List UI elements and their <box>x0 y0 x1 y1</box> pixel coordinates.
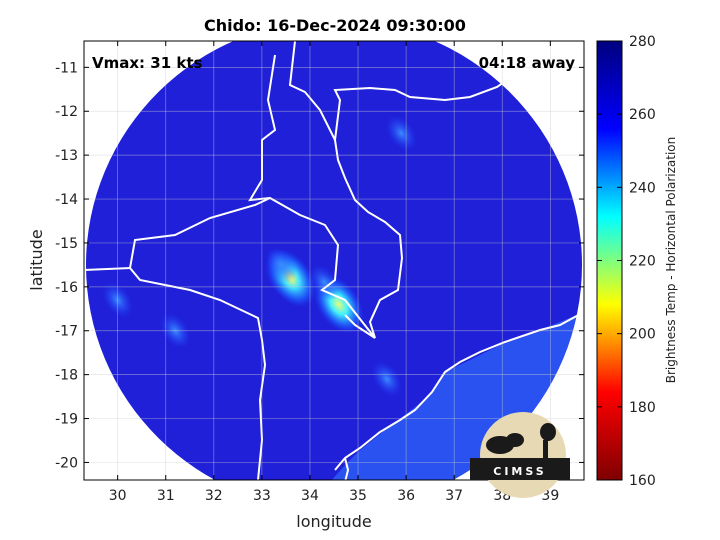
y-ticks: -11 -12 -13 -14 -15 -16 -17 -18 -19 -20 <box>55 60 584 471</box>
x-tick-label: 35 <box>349 488 367 504</box>
y-tick-label: -12 <box>55 104 78 120</box>
x-tick-label: 30 <box>109 488 127 504</box>
logo-text: CIMSS <box>493 465 546 478</box>
y-tick-label: -16 <box>55 280 78 296</box>
x-axis-label: longitude <box>296 512 371 531</box>
colorbar-tick-label: 280 <box>629 34 656 50</box>
colorbar-tick-label: 200 <box>629 327 656 343</box>
colorbar-ticks: 280 260 240 220 200 180 160 <box>597 34 656 489</box>
grid <box>84 41 584 480</box>
x-tick-label: 33 <box>253 488 271 504</box>
x-tick-label: 37 <box>445 488 463 504</box>
border-line-7 <box>84 120 106 176</box>
y-tick-label: -13 <box>55 148 78 164</box>
y-tick-label: -20 <box>55 455 78 471</box>
coastline <box>334 311 584 471</box>
border-line-6 <box>344 457 350 480</box>
convective-cell <box>371 361 403 397</box>
y-tick-label: -14 <box>55 192 78 208</box>
colorbar-tick-label: 180 <box>629 400 656 416</box>
border-line-5 <box>344 314 376 339</box>
colorbar-label: Brightness Temp - Horizontal Polarizatio… <box>664 137 678 384</box>
border-line-8 <box>559 49 584 59</box>
y-tick-label: -19 <box>55 412 78 428</box>
convective-cell <box>308 264 340 301</box>
logo-dish-icon-2 <box>506 433 524 447</box>
logo-tower-icon <box>543 440 548 460</box>
logo-band <box>470 458 570 480</box>
colorbar-tick-label: 220 <box>629 254 656 270</box>
border-line-2 <box>288 41 336 141</box>
x-tick-label: 39 <box>541 488 559 504</box>
x-tick-label: 32 <box>205 488 223 504</box>
x-tick-label: 31 <box>157 488 175 504</box>
convective-cell <box>265 246 297 283</box>
colorbar-tick-label: 240 <box>629 180 656 196</box>
axes-box <box>83 40 585 481</box>
colorbar-tick-label: 260 <box>629 107 656 123</box>
y-tick-label: -11 <box>55 60 78 76</box>
logo-disc <box>480 412 566 498</box>
colorbar-tick-label: 160 <box>629 473 656 489</box>
data-swath <box>84 41 584 480</box>
chart-title: Chido: 16-Dec-2024 09:30:00 <box>204 16 466 35</box>
logo-tower-tank-icon <box>540 423 556 441</box>
y-tick-label: -18 <box>55 368 78 384</box>
x-tick-label: 36 <box>397 488 415 504</box>
y-tick-label: -15 <box>55 236 78 252</box>
x-tick-label: 34 <box>301 488 319 504</box>
vmax-annotation: Vmax: 31 kts <box>92 54 202 72</box>
convective-cell <box>385 115 417 152</box>
y-tick-label: -17 <box>55 324 78 340</box>
cimss-logo: CIMSS <box>470 412 570 498</box>
y-axis-label: latitude <box>27 229 46 290</box>
border-line-4 <box>129 267 267 480</box>
away-annotation: 04:18 away <box>479 54 576 72</box>
